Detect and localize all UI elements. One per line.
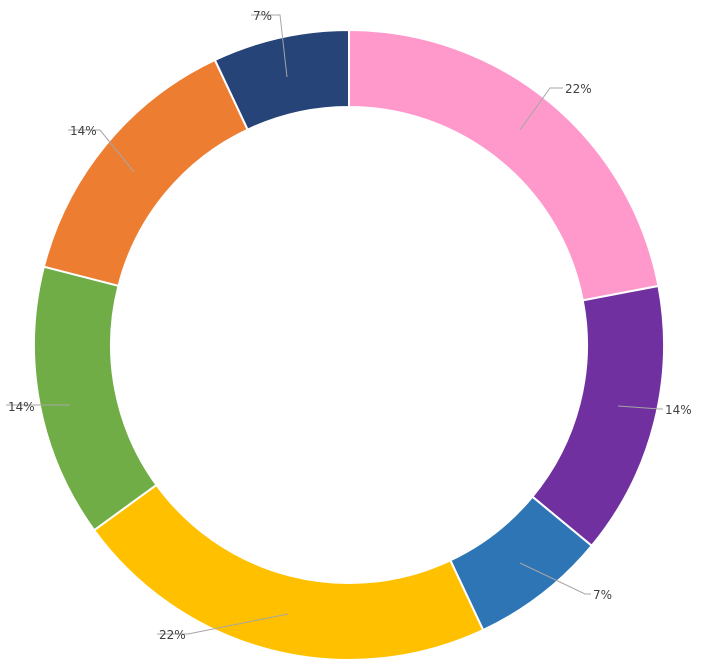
- data-label-6: 14%: [70, 124, 97, 138]
- data-label-4: 22%: [159, 628, 186, 642]
- leader-line-6: [68, 129, 135, 173]
- donut-slice-4: [92, 483, 485, 661]
- data-labels: 22% 14% 7% 22% 14% 14% 7%: [6, 9, 692, 642]
- donut-slice-6: [42, 58, 249, 288]
- leader-line-2: [617, 405, 663, 410]
- leader-line-3: [519, 562, 591, 595]
- data-label-3: 7%: [593, 588, 612, 602]
- leader-line-1: [519, 87, 563, 131]
- donut-slice-1: [348, 28, 660, 302]
- donut-slice-5: [33, 265, 158, 532]
- donut-slice-7: [213, 28, 350, 131]
- donut-slices: [33, 28, 665, 661]
- leader-line-4: [157, 613, 289, 635]
- data-label-2: 14%: [665, 403, 692, 417]
- donut-slice-2: [530, 284, 665, 548]
- data-label-1: 22%: [565, 82, 592, 96]
- leader-line-7: [251, 14, 288, 78]
- data-label-5: 14%: [8, 400, 35, 414]
- data-label-7: 7%: [253, 9, 272, 23]
